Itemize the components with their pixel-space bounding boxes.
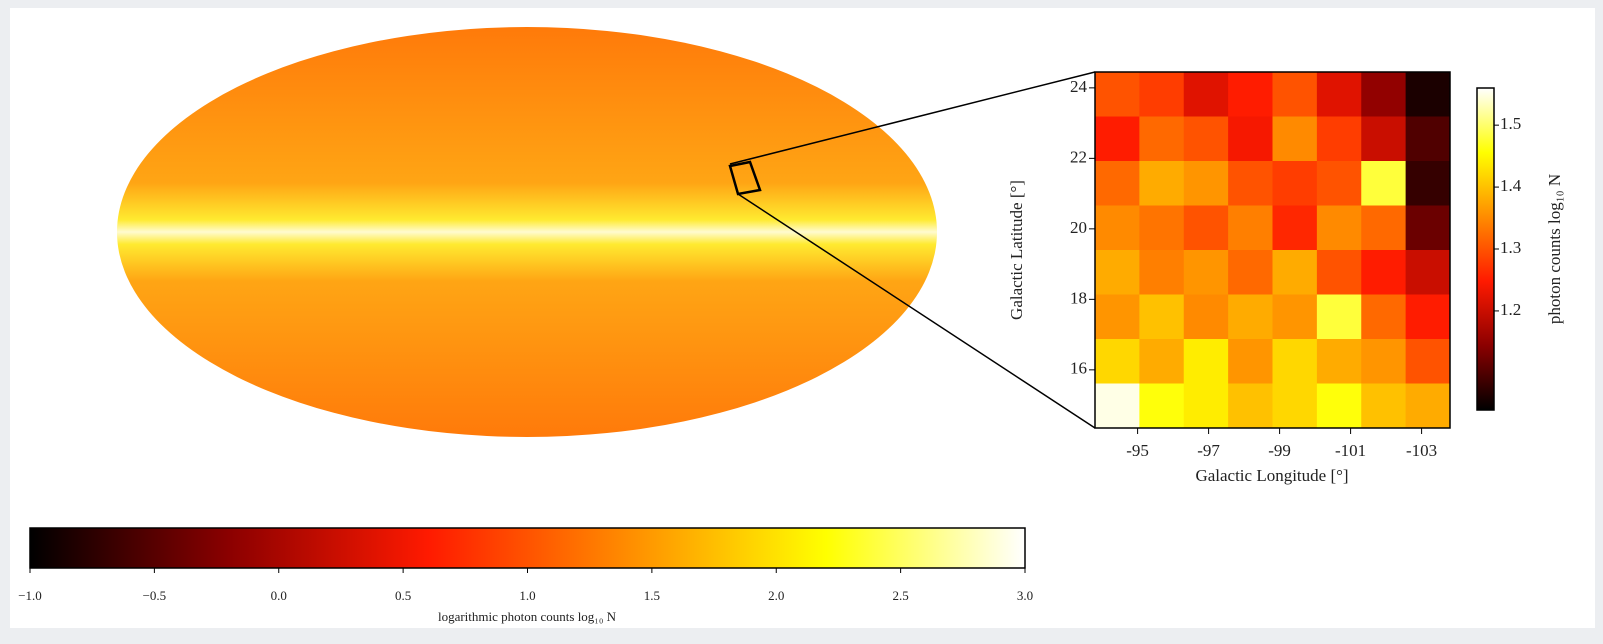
figure: -95-97-99-101-10316182022241.51.41.31.2 … bbox=[0, 0, 1603, 644]
colorbar bbox=[1477, 88, 1494, 410]
heatmap-cell bbox=[1095, 161, 1140, 206]
heatmap-cell bbox=[1139, 117, 1184, 162]
y-tick-label: 24 bbox=[1070, 77, 1088, 96]
heatmap-cell bbox=[1184, 161, 1229, 206]
colorbar-label: photon counts log₁₀ N bbox=[1545, 174, 1564, 324]
heatmap-cell bbox=[1273, 206, 1318, 251]
heatmap-cell bbox=[1361, 384, 1406, 429]
heatmap-cell bbox=[1139, 161, 1184, 206]
y-tick-label: 20 bbox=[1070, 218, 1087, 237]
colorbar-tick-label: 2.5 bbox=[893, 588, 909, 603]
heatmap-cell bbox=[1273, 339, 1318, 384]
heatmap-cell bbox=[1273, 250, 1318, 295]
colorbar-tick-label: 1.5 bbox=[644, 588, 660, 603]
heatmap-cell bbox=[1406, 339, 1451, 384]
heatmap-cell bbox=[1361, 250, 1406, 295]
x-tick-label: -101 bbox=[1335, 441, 1366, 460]
y-tick-label: 18 bbox=[1070, 288, 1087, 307]
heatmap-cell bbox=[1184, 339, 1229, 384]
heatmap-cell bbox=[1406, 161, 1451, 206]
heatmap-cell bbox=[1095, 339, 1140, 384]
colorbar-tick-label: 2.0 bbox=[768, 588, 784, 603]
heatmap-cell bbox=[1139, 295, 1184, 340]
heatmap-cell bbox=[1184, 250, 1229, 295]
heatmap-cell bbox=[1317, 384, 1362, 429]
heatmap-cell bbox=[1317, 250, 1362, 295]
heatmap-cell bbox=[1361, 339, 1406, 384]
heatmap-cell bbox=[1184, 295, 1229, 340]
heatmap-cell bbox=[1095, 72, 1140, 117]
heatmap-cell bbox=[1317, 295, 1362, 340]
x-axis-label: Galactic Longitude [°] bbox=[1195, 466, 1348, 485]
heatmap-cell bbox=[1139, 250, 1184, 295]
colorbar bbox=[30, 528, 1025, 568]
heatmap-cell bbox=[1139, 72, 1184, 117]
heatmap-cell bbox=[1273, 384, 1318, 429]
heatmap-cell bbox=[1228, 339, 1273, 384]
heatmap-cell bbox=[1228, 161, 1273, 206]
heatmap-cell bbox=[1273, 117, 1318, 162]
heatmap-cell bbox=[1361, 295, 1406, 340]
heatmap-cell bbox=[1228, 206, 1273, 251]
y-tick-label: 16 bbox=[1070, 359, 1087, 378]
heatmap-cell bbox=[1228, 384, 1273, 429]
heatmap-cell bbox=[1273, 72, 1318, 117]
heatmap-cell bbox=[1361, 72, 1406, 117]
colorbar-label: logarithmic photon counts log₁₀ N bbox=[438, 609, 617, 624]
heatmap-cell bbox=[1361, 206, 1406, 251]
heatmap-cell bbox=[1139, 206, 1184, 251]
heatmap-cell bbox=[1139, 339, 1184, 384]
heatmap-cell bbox=[1184, 384, 1229, 429]
heatmap-cell bbox=[1317, 206, 1362, 251]
heatmap-cell bbox=[1228, 72, 1273, 117]
x-tick-label: -103 bbox=[1406, 441, 1437, 460]
colorbar-tick-label: 0.5 bbox=[395, 588, 411, 603]
heatmap-cell bbox=[1317, 72, 1362, 117]
heatmap-cell bbox=[1406, 295, 1451, 340]
colorbar-tick-label: 1.0 bbox=[519, 588, 535, 603]
heatmap-cell bbox=[1406, 384, 1451, 429]
heatmap-cell bbox=[1139, 384, 1184, 429]
heatmap-cell bbox=[1317, 117, 1362, 162]
colorbar-tick-label: 1.2 bbox=[1500, 300, 1521, 319]
heatmap-cell bbox=[1273, 295, 1318, 340]
colorbar-tick-label: 3.0 bbox=[1017, 588, 1033, 603]
x-tick-label: -97 bbox=[1197, 441, 1220, 460]
heatmap-cell bbox=[1317, 339, 1362, 384]
x-tick-label: -99 bbox=[1268, 441, 1291, 460]
heatmap-cell bbox=[1406, 250, 1451, 295]
heatmap-cell bbox=[1095, 206, 1140, 251]
heatmap-cell bbox=[1095, 250, 1140, 295]
heatmap-cell bbox=[1095, 295, 1140, 340]
heatmap-cell bbox=[1406, 206, 1451, 251]
heatmap-cell bbox=[1184, 206, 1229, 251]
heatmap-cell bbox=[1361, 161, 1406, 206]
y-tick-label: 22 bbox=[1070, 147, 1087, 166]
heatmap-cell bbox=[1228, 117, 1273, 162]
heatmap-cell bbox=[1273, 161, 1318, 206]
colorbar-tick-label: 1.3 bbox=[1500, 238, 1521, 257]
colorbar-tick-label: −0.5 bbox=[143, 588, 167, 603]
colorbar-tick-label: 1.5 bbox=[1500, 114, 1521, 133]
heatmap-cell bbox=[1361, 117, 1406, 162]
colorbar-tick-label: 1.4 bbox=[1500, 176, 1522, 195]
heatmap-cell bbox=[1095, 117, 1140, 162]
heatmap-cell bbox=[1095, 384, 1140, 429]
page: -95-97-99-101-10316182022241.51.41.31.2 … bbox=[0, 0, 1603, 644]
y-axis-label: Galactic Latitude [°] bbox=[1007, 180, 1026, 320]
heatmap-cell bbox=[1184, 117, 1229, 162]
colorbar-tick-label: 0.0 bbox=[271, 588, 287, 603]
heatmap-cell bbox=[1228, 250, 1273, 295]
heatmap-cell bbox=[1317, 161, 1362, 206]
sky-map bbox=[117, 27, 937, 437]
colorbar-tick-label: −1.0 bbox=[18, 588, 42, 603]
heatmap-cell bbox=[1228, 295, 1273, 340]
x-tick-label: -95 bbox=[1126, 441, 1149, 460]
heatmap-cell bbox=[1406, 72, 1451, 117]
heatmap-cell bbox=[1406, 117, 1451, 162]
heatmap-cell bbox=[1184, 72, 1229, 117]
